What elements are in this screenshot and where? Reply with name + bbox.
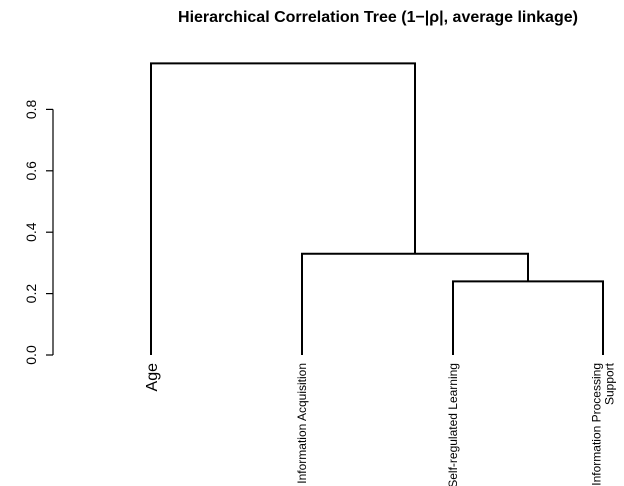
leaf-label-line: Age	[144, 363, 161, 392]
leaf-label-age: Age	[144, 363, 161, 392]
y-tick-label: 0.2	[23, 284, 39, 304]
y-tick-label: 0.8	[23, 99, 39, 119]
y-tick-label: 0.6	[23, 161, 39, 181]
leaf-label-line: Information Acquisition	[295, 363, 309, 484]
leaf-label-line: Self-regulated Learning	[446, 363, 460, 486]
leaf-label-line: Information Processing	[590, 363, 604, 486]
leaf-label-srl: Self-regulated Learning	[446, 363, 460, 486]
leaf-label-line: Support	[603, 362, 617, 405]
leaf-label-info-acq: Information Acquisition	[295, 363, 309, 484]
dendrogram-branch	[452, 280, 604, 355]
dendrogram-branches	[150, 62, 604, 355]
dendrogram-branch	[301, 252, 529, 355]
chart-title: Hierarchical Correlation Tree (1−|ρ|, av…	[178, 9, 578, 26]
leaf-labels: Age Information Acquisition Self-regulated…	[144, 362, 617, 486]
y-tick-label: 0.0	[23, 345, 39, 365]
y-tick-label: 0.4	[23, 222, 39, 242]
dendrogram-branch	[150, 62, 416, 355]
leaf-label-ips: Information ProcessingSupport	[590, 362, 617, 485]
y-axis: 0.0 0.2 0.4 0.6 0.8	[23, 99, 54, 365]
